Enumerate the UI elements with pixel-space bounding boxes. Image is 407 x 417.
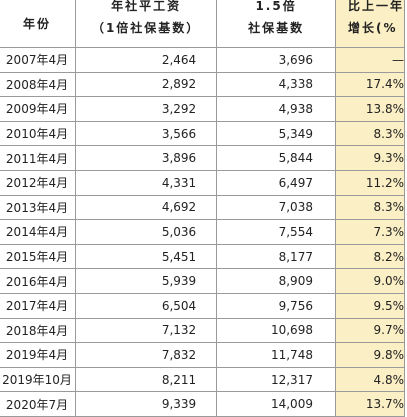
- header-base15: 1.5倍 社保基数: [216, 0, 336, 48]
- cell-growth: 13.8%: [334, 96, 406, 122]
- cell-year: 2012年4月: [0, 169, 77, 196]
- cell-wage: 8,211: [75, 366, 218, 393]
- cell-wage: 3,292: [75, 96, 218, 122]
- table-row: 2009年4月 3,292 4,938 13.8%: [0, 96, 406, 122]
- cell-year: 2008年4月: [0, 71, 77, 98]
- cell-wage: 6,504: [75, 292, 218, 319]
- cell-growth: 11.2%: [334, 169, 406, 196]
- cell-base15: 11,748: [216, 342, 336, 368]
- cell-base15: 4,938: [216, 96, 336, 122]
- cell-wage: 9,339: [75, 391, 218, 417]
- table-row: 2013年4月 4,692 7,038 8.3%: [0, 194, 406, 221]
- cell-base15: 8,909: [216, 268, 336, 294]
- cell-wage: 3,566: [75, 120, 218, 147]
- cell-growth: 9.5%: [334, 292, 406, 319]
- header-growth: 比上一年 增长(%: [334, 0, 406, 48]
- cell-year: 2015年4月: [0, 243, 77, 270]
- cell-wage: 5,036: [75, 219, 218, 245]
- cell-growth: 9.7%: [334, 317, 406, 344]
- cell-base15: 4,338: [216, 71, 336, 98]
- header-growth-line1: 比上一年: [347, 0, 404, 13]
- cell-growth: —: [334, 47, 406, 73]
- cell-base15: 10,698: [216, 317, 336, 344]
- cell-base15: 7,038: [216, 194, 336, 221]
- cell-year: 2016年4月: [0, 268, 77, 294]
- cell-growth: 9.3%: [334, 145, 406, 171]
- cell-base15: 5,349: [216, 120, 336, 147]
- cell-wage: 4,331: [75, 169, 218, 196]
- table-row: 2020年7月 9,339 14,009 13.7%: [0, 391, 406, 417]
- cell-growth: 13.7%: [334, 391, 406, 417]
- cell-wage: 7,132: [75, 317, 218, 344]
- cell-wage: 2,892: [75, 71, 218, 98]
- table-row: 2019年10月 8,211 12,317 4.8%: [0, 366, 406, 393]
- cell-wage: 7,832: [75, 342, 218, 368]
- header-wage-line2: （1倍社保基数）: [91, 21, 201, 35]
- cell-base15: 3,696: [216, 47, 336, 73]
- cell-base15: 6,497: [216, 169, 336, 196]
- cell-growth: 17.4%: [334, 71, 406, 98]
- header-base15-line2: 社保基数: [248, 21, 305, 35]
- table-row: 2019年4月 7,832 11,748 9.8%: [0, 342, 406, 368]
- cell-year: 2018年4月: [0, 317, 77, 344]
- cell-growth: 9.8%: [334, 342, 406, 368]
- table-row: 2017年4月 6,504 9,756 9.5%: [0, 292, 406, 319]
- cell-year: 2010年4月: [0, 120, 77, 147]
- cell-growth: 8.3%: [334, 194, 406, 221]
- cell-base15: 9,756: [216, 292, 336, 319]
- cell-year: 2007年4月: [0, 47, 77, 73]
- cell-base15: 8,177: [216, 243, 336, 270]
- cell-base15: 14,009: [216, 391, 336, 417]
- cell-base15: 5,844: [216, 145, 336, 171]
- cell-growth: 8.2%: [334, 243, 406, 270]
- cell-year: 2020年7月: [0, 391, 77, 417]
- table-row: 2010年4月 3,566 5,349 8.3%: [0, 120, 406, 147]
- table-row: 2008年4月 2,892 4,338 17.4%: [0, 71, 406, 98]
- cell-wage: 4,692: [75, 194, 218, 221]
- header-wage-line1: 年社平工资: [111, 0, 182, 13]
- table-row: 2012年4月 4,331 6,497 11.2%: [0, 169, 406, 196]
- cell-growth: 9.0%: [334, 268, 406, 294]
- cell-base15: 7,554: [216, 219, 336, 245]
- cell-base15: 12,317: [216, 366, 336, 393]
- cell-year: 2013年4月: [0, 194, 77, 221]
- table-row: 2007年4月 2,464 3,696—: [0, 47, 406, 73]
- cell-growth: 8.3%: [334, 120, 406, 147]
- cell-wage: 3,896: [75, 145, 218, 171]
- cell-year: 2019年4月: [0, 342, 77, 368]
- table-row: 2015年4月 5,451 8,177 8.2%: [0, 243, 406, 270]
- header-base15-line1: 1.5倍: [255, 0, 297, 13]
- header-growth-line2: 增长(%: [347, 21, 398, 35]
- cell-year: 2019年10月: [0, 366, 77, 393]
- cell-wage: 2,464: [75, 47, 218, 73]
- table-header: 年份 年社平工资 （1倍社保基数） 1.5倍 社保基数 比上一年 增长(%: [0, 0, 406, 48]
- table-row: 2016年4月 5,939 8,909 9.0%: [0, 268, 406, 294]
- cell-year: 2014年4月: [0, 219, 77, 245]
- table-row: 2018年4月 7,132 10,698 9.7%: [0, 317, 406, 344]
- header-wage: 年社平工资 （1倍社保基数）: [75, 0, 218, 48]
- cell-growth: 7.3%: [334, 219, 406, 245]
- table-body: 2007年4月 2,464 3,696—2008年4月 2,892 4,338 17.4%…: [0, 47, 406, 417]
- header-row: 年份 年社平工资 （1倍社保基数） 1.5倍 社保基数 比上一年 增长(%: [0, 0, 406, 48]
- cell-year: 2011年4月: [0, 145, 77, 171]
- cell-year: 2017年4月: [0, 292, 77, 319]
- table-row: 2011年4月 3,896 5,844 9.3%: [0, 145, 406, 171]
- cell-growth: 4.8%: [334, 366, 406, 393]
- table-row: 2014年4月 5,036 7,554 7.3%: [0, 219, 406, 245]
- header-year: 年份: [0, 0, 77, 48]
- cell-wage: 5,451: [75, 243, 218, 270]
- cell-year: 2009年4月: [0, 96, 77, 122]
- cell-wage: 5,939: [75, 268, 218, 294]
